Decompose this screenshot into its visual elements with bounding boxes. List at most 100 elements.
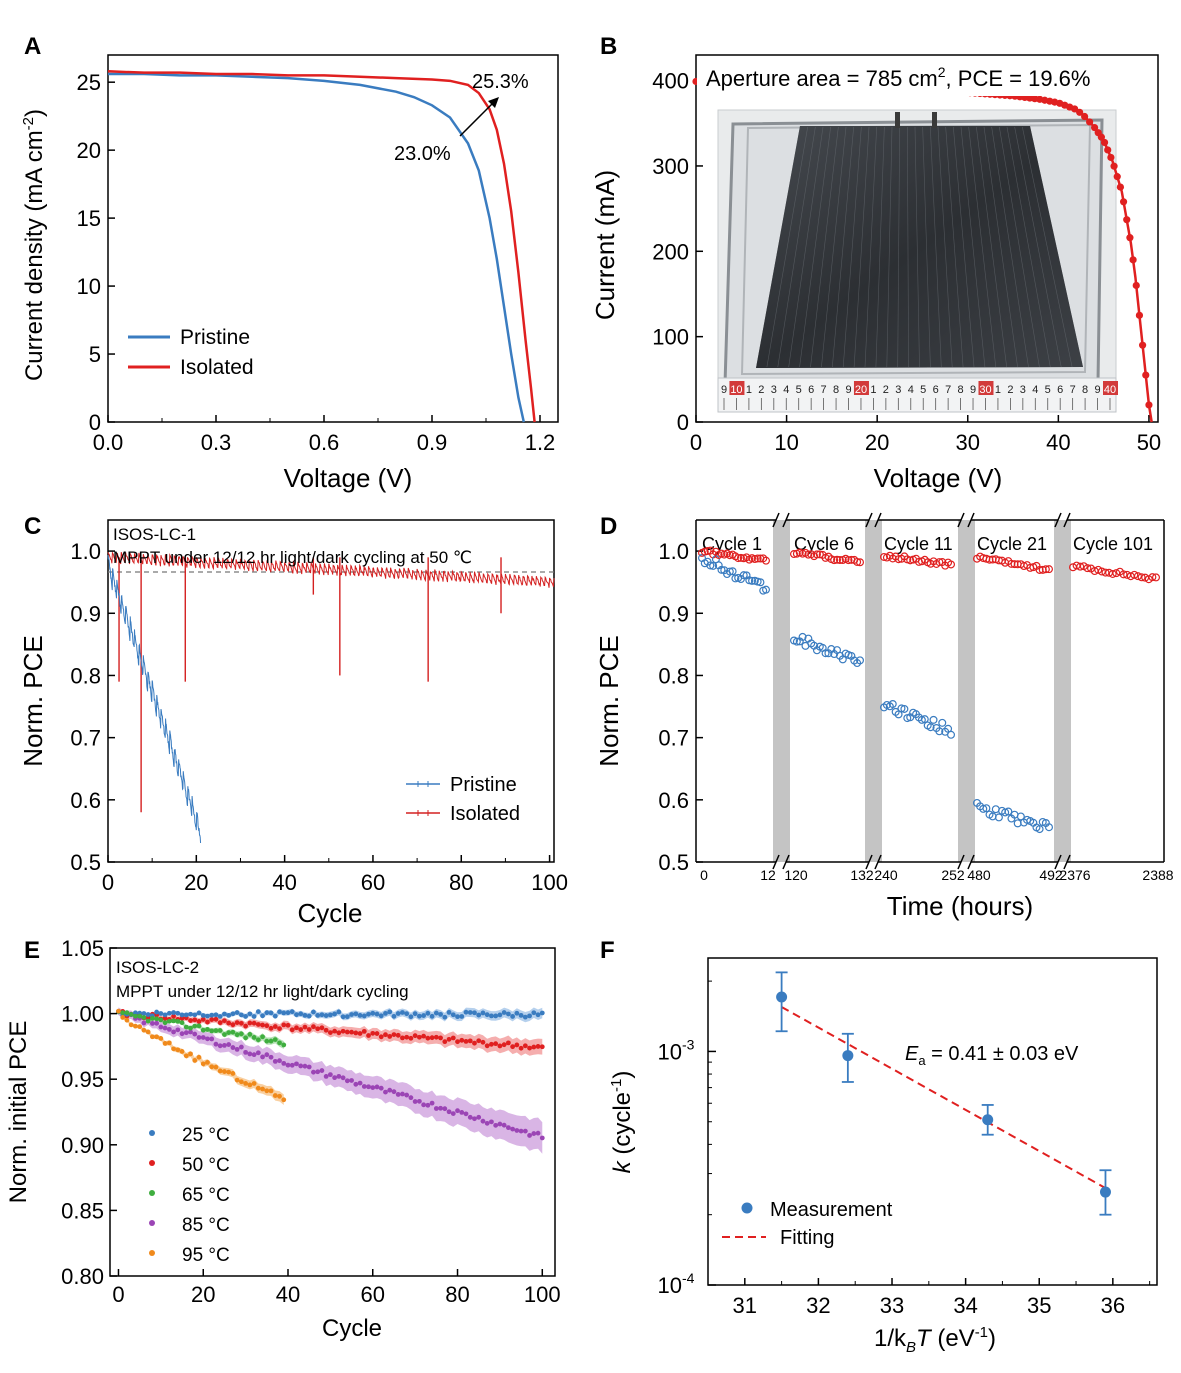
panel-e-point (476, 1038, 482, 1044)
panel-d-pristine-point (935, 727, 944, 736)
module-cell-line (968, 126, 997, 368)
panel-e-point (171, 1013, 176, 1019)
ruler (717, 377, 1117, 413)
panel-e-point (450, 1111, 456, 1116)
ruler-label: 4 (908, 384, 914, 396)
panel-b-point (1110, 162, 1118, 170)
panel-b-point (1104, 146, 1112, 154)
module-cell-line (945, 126, 964, 368)
panel-e-point (243, 1014, 249, 1019)
panel-e-point (145, 1018, 151, 1024)
panel-e-point (455, 1039, 460, 1045)
panel-d-pristine-point (994, 813, 1003, 822)
panel-e-point (200, 1027, 206, 1033)
panel-f-ytick-exp: -3 (682, 1036, 695, 1052)
panel-d-pristine-point (929, 715, 938, 724)
panel-e-point (209, 1036, 215, 1042)
panel-e-text-2: MPPT under 12/12 hr light/dark cycling (116, 982, 409, 1001)
ruler-label: 2 (883, 384, 889, 396)
panel-e-point (200, 1061, 206, 1067)
panel-e-point (141, 1020, 147, 1026)
panel-e-point (416, 1034, 422, 1040)
panel-e-point (272, 1024, 278, 1029)
panel-e-ytick-label: 1.00 (61, 1002, 104, 1027)
panel-e-point (260, 1013, 265, 1019)
panel-e-point (472, 1040, 477, 1046)
panel-d-isolated-point (753, 554, 762, 563)
panel-e-point (205, 1036, 210, 1042)
panel-d-pristine-point (709, 561, 718, 570)
legend-label-measurement: Measurement (770, 1199, 893, 1221)
panel-f-xtick-label: 31 (733, 1293, 757, 1318)
panel-e-point (302, 1012, 308, 1018)
panel-d-isolated-point (812, 550, 821, 559)
panel-d-isolated-point (1133, 572, 1142, 581)
ruler-label: 4 (1032, 384, 1038, 396)
panel-e-point (497, 1121, 503, 1127)
panel-e-point (306, 1013, 312, 1019)
panel-d-isolated-point (830, 556, 839, 565)
panel-e-point (205, 1027, 210, 1032)
panel-label-a: A (24, 33, 41, 60)
panel-d-isolated-point (789, 550, 798, 559)
panel-e-point (145, 1012, 151, 1017)
module-cell-line (1014, 126, 1062, 368)
panel-e-point (429, 1035, 435, 1041)
panel-e-point (366, 1011, 371, 1017)
panel-e-point (416, 1013, 422, 1019)
panel-e-point (421, 1033, 427, 1039)
panel-e-point (179, 1012, 185, 1018)
panel-d-axis-break (874, 512, 882, 528)
panel-d-isolated-point (833, 555, 842, 564)
panel-e-ytick-label: 1.05 (61, 936, 104, 961)
panel-e-point (183, 1030, 189, 1036)
panel-d-pristine-point (1004, 807, 1013, 816)
ruler-label: 7 (1070, 384, 1076, 396)
panel-e-point (149, 1016, 155, 1021)
panel-b-point (1107, 153, 1115, 162)
panel-label-e: E (24, 937, 40, 964)
panel-e-point (472, 1116, 477, 1122)
panel-e-point (234, 1020, 240, 1026)
panel-e-point (522, 1014, 528, 1020)
panel-e-point (230, 1022, 236, 1028)
panel-e-point (226, 1020, 232, 1026)
panel-e-point (450, 1035, 456, 1041)
panel-b-ylabel: Current (mA) (590, 170, 620, 320)
panel-d-pristine-point (946, 730, 955, 739)
panel-e-point (353, 1011, 359, 1017)
panel-e-point (429, 1013, 435, 1019)
panel-d-ytick-label: 0.7 (658, 726, 689, 751)
panel-d-axis-break (967, 854, 975, 870)
panel-b-point (1097, 133, 1105, 141)
module-cell-line (1022, 126, 1073, 368)
panel-e-point (455, 1014, 460, 1020)
panel-a-xtick-label: 1.2 (525, 430, 556, 455)
panel-d-isolated-point (761, 556, 770, 565)
panel-e-point (281, 1022, 287, 1028)
ruler-label: 8 (958, 384, 964, 396)
panel-e-point (527, 1133, 532, 1138)
panel-e-point (370, 1010, 376, 1016)
panel-c-xtick-label: 80 (449, 870, 473, 895)
panel-e-point (539, 1135, 545, 1141)
panel-e-point (387, 1034, 393, 1039)
panel-e-point (175, 1027, 181, 1033)
panel-e-point (251, 1081, 257, 1086)
panel-e-point (171, 1029, 176, 1035)
panel-f-xlabel: 1/kBT (eV-1) (874, 1324, 996, 1356)
panel-e-chart: 0 20 40 60 80 100 0.80 0.85 0.90 0.95 1.00 1.05 ISO… (5, 936, 561, 1342)
panel-e-point (514, 1010, 520, 1016)
ruler-label: 30 (979, 384, 991, 396)
panel-e-point (264, 1010, 270, 1016)
panel-a-ytick-label: 15 (77, 206, 101, 231)
panel-a-ylabel: Current density (mA cm-2) (20, 109, 48, 381)
panel-e-point (484, 1012, 490, 1018)
panel-e-point (446, 1036, 452, 1042)
panel-e-point (412, 1099, 418, 1104)
panel-e-point (336, 1009, 342, 1015)
panel-c-xtick-label: 60 (361, 870, 385, 895)
module-cell-line (960, 126, 986, 368)
panel-d-gap-bar (773, 520, 790, 862)
panel-e-point (137, 1013, 143, 1019)
